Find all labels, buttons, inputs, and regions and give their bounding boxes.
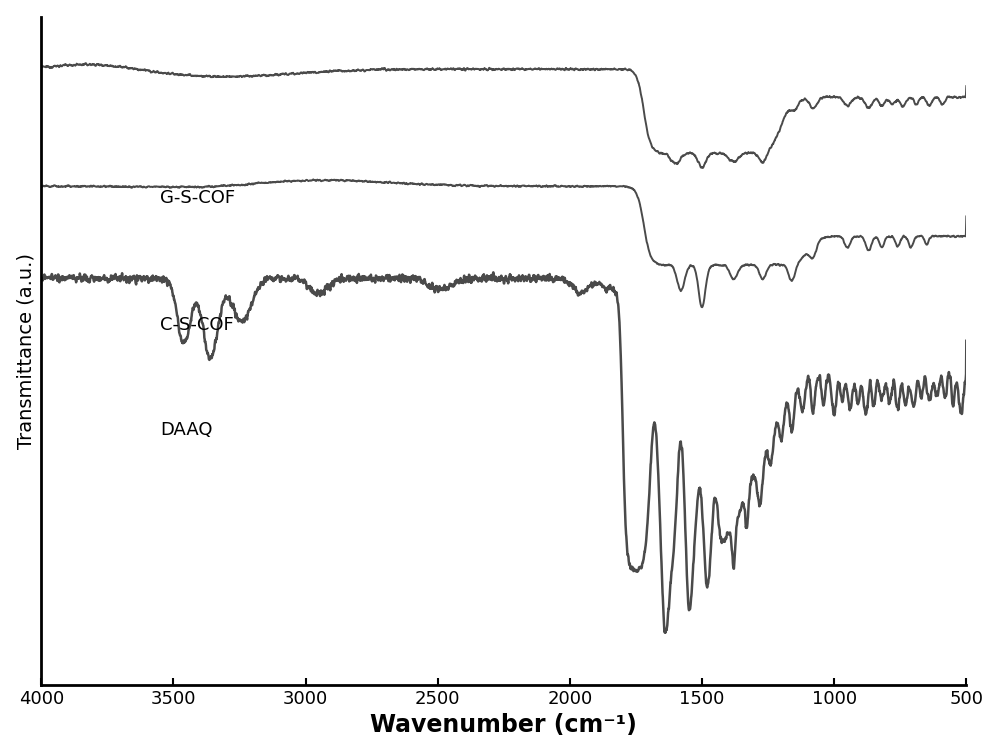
Text: C-S-COF: C-S-COF xyxy=(160,317,234,335)
Text: DAAQ: DAAQ xyxy=(160,421,213,439)
Y-axis label: Transmittance (a.u.): Transmittance (a.u.) xyxy=(17,253,36,449)
Text: G-S-COF: G-S-COF xyxy=(160,188,235,207)
X-axis label: Wavenumber (cm⁻¹): Wavenumber (cm⁻¹) xyxy=(370,713,637,737)
